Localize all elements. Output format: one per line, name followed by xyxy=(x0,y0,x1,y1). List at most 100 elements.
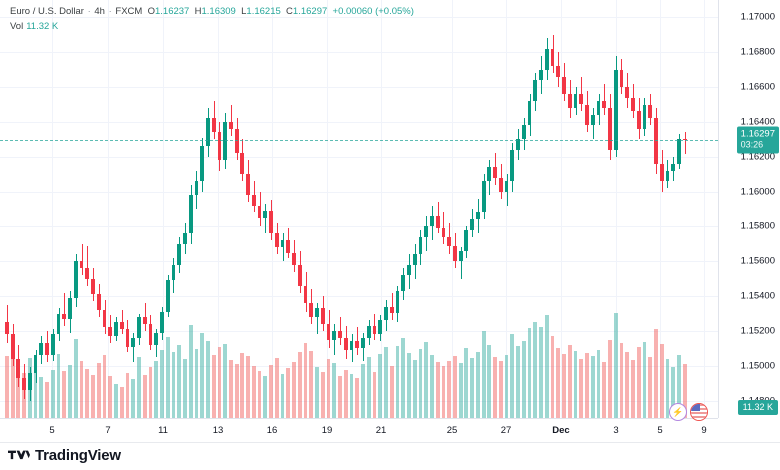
volume-bar xyxy=(562,353,566,418)
current-price-tag[interactable]: 1.16297 03:26 xyxy=(736,126,779,154)
volume-bar xyxy=(355,377,360,418)
grid-line-vertical xyxy=(163,0,164,418)
volume-bar xyxy=(470,357,475,418)
candle-body xyxy=(539,69,543,81)
volume-bar xyxy=(177,345,182,418)
candle-body xyxy=(286,240,291,253)
volume-bar xyxy=(613,313,618,418)
candle-body xyxy=(487,167,492,182)
candle-body xyxy=(309,303,314,317)
volume-bar xyxy=(73,339,78,418)
candle-body xyxy=(188,195,193,234)
candle-body xyxy=(73,261,78,298)
candle-body xyxy=(378,320,383,335)
candle-body xyxy=(269,210,273,234)
candle-body xyxy=(114,322,118,337)
candle-body xyxy=(418,236,423,255)
grid-line-vertical xyxy=(616,0,617,418)
volume-bar xyxy=(481,331,486,418)
volume-bar xyxy=(573,351,578,418)
volume-bar xyxy=(234,363,239,418)
current-price-value: 1.16297 xyxy=(740,128,775,140)
candle-body xyxy=(68,297,72,319)
candle-body xyxy=(493,167,497,178)
volume-bar xyxy=(45,382,49,418)
volume-bar xyxy=(91,374,95,418)
volume-bar xyxy=(4,355,9,418)
volume-bar xyxy=(131,378,136,418)
price-axis-tick: 1.15400 xyxy=(740,290,775,302)
candle-body xyxy=(579,94,584,105)
grid-line-horizontal xyxy=(0,121,718,123)
low-key: L xyxy=(241,6,247,17)
exchange-label[interactable]: FXCM xyxy=(115,6,143,17)
candle-body xyxy=(125,329,130,347)
volume-bar xyxy=(625,351,630,418)
time-axis-tick: Dec xyxy=(552,425,570,436)
volume-bar xyxy=(556,348,561,418)
candle-body xyxy=(102,310,107,328)
candle-wick xyxy=(685,132,686,155)
volume-bar xyxy=(659,344,664,418)
price-axis[interactable]: 1.17000 1.16800 1.16600 1.16400 1.16200 1.160… xyxy=(718,0,780,418)
volume-bar xyxy=(441,365,446,418)
tradingview-logo-icon xyxy=(8,450,30,460)
candle-body xyxy=(200,146,205,182)
volume-bar xyxy=(33,367,38,418)
volume-bar xyxy=(125,373,130,418)
volume-bar xyxy=(62,371,67,418)
candle-body xyxy=(424,226,429,237)
volume-bar xyxy=(165,336,170,418)
price-axis-tick: 1.16600 xyxy=(740,81,775,93)
candle-body xyxy=(573,94,578,108)
grid-line-horizontal xyxy=(0,365,718,367)
volume-bar xyxy=(217,347,222,418)
grid-line-vertical xyxy=(660,0,661,418)
chart-plot-area[interactable] xyxy=(0,0,718,418)
volume-bar xyxy=(343,369,348,418)
candle-body xyxy=(206,118,210,147)
volume-bar xyxy=(642,341,647,418)
candle-wick xyxy=(357,327,358,356)
candle-body xyxy=(292,252,296,265)
volume-bar xyxy=(137,356,141,418)
candle-body xyxy=(171,264,176,281)
tradingview-footer[interactable]: TradingView xyxy=(8,447,121,464)
volume-bar xyxy=(435,362,440,418)
tradingview-brand: TradingView xyxy=(35,447,121,464)
volume-bar xyxy=(188,324,193,418)
symbol-name[interactable]: Euro / U.S. Dollar xyxy=(10,6,84,17)
candle-body xyxy=(441,228,446,237)
time-axis-tick: 11 xyxy=(158,425,168,436)
volume-axis-tag: 11.32 K xyxy=(737,400,778,415)
candle-body xyxy=(671,163,676,171)
volume-bar xyxy=(79,360,84,418)
candle-body xyxy=(682,139,687,141)
grid-line-horizontal xyxy=(0,330,718,332)
candle-wick xyxy=(64,292,65,326)
grid-line-horizontal xyxy=(0,261,718,263)
candle-body xyxy=(119,322,124,330)
candle-wick xyxy=(461,247,462,279)
us-flag-icon[interactable] xyxy=(690,403,708,421)
volume-bar xyxy=(194,348,199,418)
candle-body xyxy=(338,330,342,338)
volume-bar xyxy=(315,366,319,418)
candle-body xyxy=(56,313,61,335)
candle-wick xyxy=(340,316,341,345)
volume-bar xyxy=(96,363,101,418)
candle-body xyxy=(355,341,360,349)
volume-bar xyxy=(608,339,612,418)
candle-body xyxy=(498,177,503,192)
volume-bar xyxy=(533,321,538,418)
time-axis-tick: 16 xyxy=(266,425,278,436)
volume-bar xyxy=(349,374,354,418)
grid-line-vertical xyxy=(218,0,219,418)
lightning-bolt-icon[interactable]: ⚡ xyxy=(669,403,687,421)
candle-body xyxy=(315,308,319,317)
candle-body xyxy=(636,111,641,129)
price-axis-tick: 1.15000 xyxy=(740,360,775,372)
time-axis[interactable]: 5711131619212527Dec35911 xyxy=(0,418,780,443)
price-axis-tick: 1.16000 xyxy=(740,186,775,198)
interval-label[interactable]: 4h xyxy=(94,6,105,17)
